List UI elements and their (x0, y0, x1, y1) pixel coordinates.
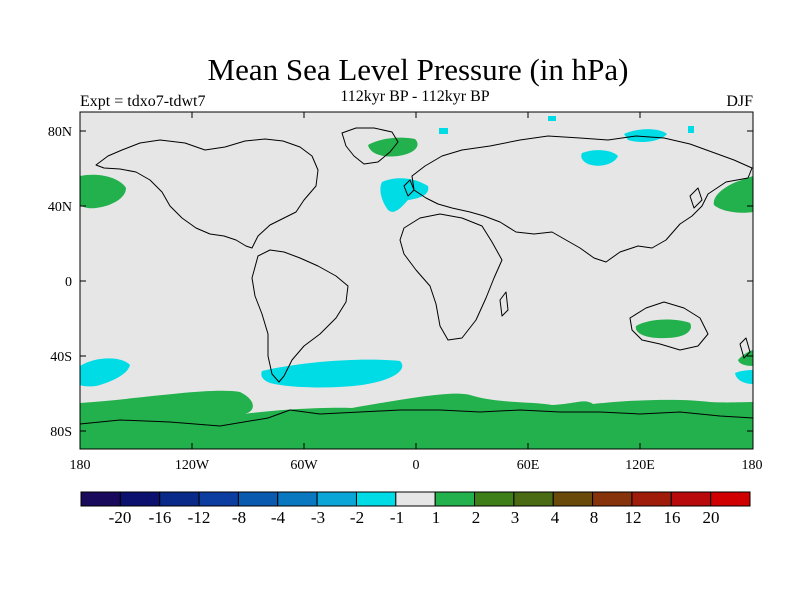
coast-greenland (341, 127, 399, 165)
cyan-region-barents (581, 150, 618, 166)
lon-axis (79, 112, 754, 449)
coast-japan (689, 187, 703, 209)
coast-north-america (95, 138, 319, 249)
coastlines (79, 127, 754, 427)
lat-tick-0: 0 (65, 275, 72, 290)
cyan-region-arctic-small-1 (548, 116, 556, 121)
colorbar-box (316, 491, 357, 507)
lon-tick-120w: 120W (175, 458, 210, 473)
positive-anomaly-regions (80, 137, 753, 449)
lat-tick-40s: 40S (50, 350, 72, 365)
cyan-region-arctic-small-2 (439, 128, 448, 134)
colorbar-label: 3 (511, 508, 520, 527)
cyan-region-greenland (380, 178, 429, 212)
colorbar-label: 12 (625, 508, 642, 527)
coast-new-zealand (739, 337, 751, 359)
green-region-sw-pacific (738, 350, 753, 366)
coast-south-america (251, 249, 349, 383)
coast-madagascar (499, 291, 509, 317)
lon-tick-180w: 180 (70, 458, 91, 473)
colorbar-box (434, 491, 476, 507)
colorbar-box (237, 491, 279, 507)
plot-title: Mean Sea Level Pressure (in hPa) (207, 52, 629, 87)
experiment-label: Expt = tdxo7-tdwt7 (80, 93, 206, 110)
lon-tick-180e: 180 (742, 458, 763, 473)
lon-tick-60e: 60E (517, 458, 540, 473)
coast-uk (403, 179, 415, 197)
colorbar-label: 2 (472, 508, 481, 527)
colorbar-labels: -20 -16 -12 -8 -4 -3 -2 -1 1 2 3 4 8 12 … (109, 508, 720, 527)
lat-tick-80s: 80S (50, 425, 72, 440)
lat-axis (80, 130, 753, 432)
colorbar-box (552, 491, 594, 507)
colorbar-label: 1 (432, 508, 441, 527)
lon-tick-60w: 60W (290, 458, 318, 473)
coast-eurasia (411, 135, 753, 263)
colorbar-label: 8 (590, 508, 599, 527)
lat-tick-40n: 40N (48, 200, 72, 215)
colorbar-label: -2 (350, 508, 364, 527)
coast-australia (629, 301, 709, 351)
cyan-region-tasman (735, 370, 753, 384)
colorbar-box (474, 491, 515, 507)
coast-africa (399, 213, 503, 341)
colorbar-label: -16 (149, 508, 172, 527)
colorbar-box (513, 491, 554, 507)
colorbar-label: 20 (703, 508, 720, 527)
colorbar-box (631, 491, 672, 507)
colorbar-label: 4 (551, 508, 560, 527)
lon-tick-0: 0 (413, 458, 420, 473)
colorbar-label: -20 (109, 508, 132, 527)
colorbar-box (119, 491, 161, 507)
season-label: DJF (726, 93, 753, 110)
lat-tick-80n: 80N (48, 125, 72, 140)
colorbar-box (198, 491, 239, 507)
colorbar-box (395, 491, 436, 507)
colorbar (80, 491, 751, 507)
green-region-n-pacific (80, 174, 126, 209)
colorbar-label: -3 (311, 508, 325, 527)
colorbar-box (710, 491, 751, 507)
green-region-nw-pacific (713, 176, 753, 213)
colorbar-box (277, 491, 318, 507)
colorbar-label: -12 (188, 508, 211, 527)
colorbar-box (355, 491, 397, 507)
colorbar-label: -1 (390, 508, 404, 527)
lon-tick-120e: 120E (625, 458, 655, 473)
cyan-region-arctic (624, 129, 667, 142)
cyan-region-s-atlantic (261, 359, 403, 388)
cyan-region-arctic-small-3 (688, 126, 694, 133)
coast-antarctica (79, 409, 754, 427)
colorbar-label: -8 (232, 508, 246, 527)
plot-subtitle: 112kyr BP - 112kyr BP (340, 88, 490, 105)
colorbar-label: 16 (664, 508, 681, 527)
colorbar-label: -4 (271, 508, 286, 527)
green-region-n-atlantic (368, 137, 418, 157)
colorbar-box (80, 491, 121, 507)
green-region-australia (635, 319, 691, 339)
negative-anomaly-regions (80, 116, 753, 388)
green-region-southern-ocean (80, 390, 753, 449)
colorbar-box (159, 491, 200, 507)
colorbar-box (670, 491, 712, 507)
cyan-region-se-pacific (80, 358, 130, 387)
colorbar-box (592, 491, 633, 507)
